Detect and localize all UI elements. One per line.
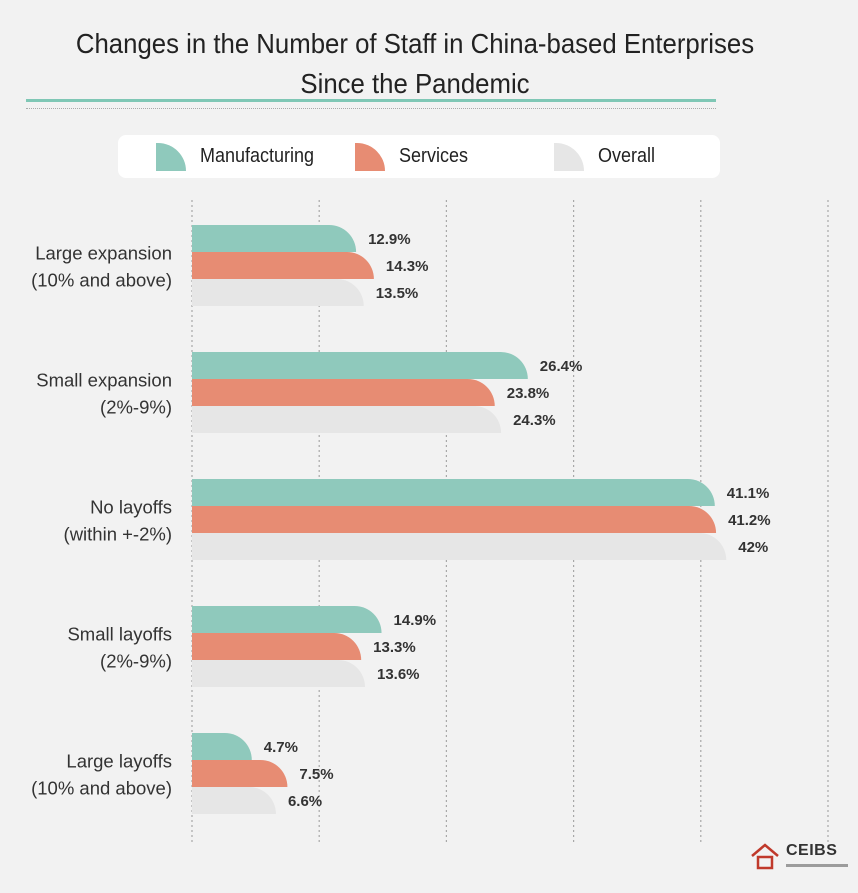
title-underline: [26, 99, 716, 102]
bar-manufacturing-0: [192, 225, 357, 252]
legend-item-overall: Overall: [554, 135, 661, 178]
value-label-manufacturing-0: 12.9%: [368, 231, 411, 248]
category-label-1-line-1: Small expansion: [36, 370, 172, 391]
chart-legend: Manufacturing Services Overall: [118, 135, 720, 178]
bar-overall-1: [192, 406, 502, 433]
value-label-overall-0: 13.5%: [376, 285, 419, 302]
bar-overall-2: [192, 533, 727, 560]
bar-services-2: [192, 506, 717, 533]
bar-overall-4: [192, 787, 276, 814]
value-label-overall-1: 24.3%: [513, 412, 556, 429]
bar-services-3: [192, 633, 362, 660]
ceibs-logo-mark-icon: [751, 843, 779, 870]
value-label-overall-3: 13.6%: [377, 666, 420, 683]
category-label-0-line-2: (10% and above): [31, 270, 172, 291]
value-label-services-0: 14.3%: [386, 258, 429, 275]
bar-manufacturing-4: [192, 733, 252, 760]
category-label-3-line-1: Small layoffs: [67, 624, 172, 645]
category-label-4-line-1: Large layoffs: [66, 751, 172, 772]
value-label-services-1: 23.8%: [507, 385, 550, 402]
bar-services-0: [192, 252, 374, 279]
ceibs-logo: CEIBS: [750, 840, 850, 874]
chart-title: Changes in the Number of Staff in China-…: [33, 24, 797, 104]
category-label-2-line-2: (within +-2%): [64, 524, 172, 545]
category-label-3-line-2: (2%-9%): [100, 651, 172, 672]
bar-services-4: [192, 760, 288, 787]
value-label-overall-4: 6.6%: [288, 793, 322, 810]
value-label-services-4: 7.5%: [299, 766, 333, 783]
value-label-services-2: 41.2%: [728, 512, 771, 529]
value-label-manufacturing-4: 4.7%: [264, 739, 298, 756]
legend-label-services: Services: [399, 145, 469, 167]
value-label-overall-2: 42%: [738, 539, 768, 556]
category-label-1-line-2: (2%-9%): [100, 397, 172, 418]
bar-overall-3: [192, 660, 365, 687]
bar-manufacturing-3: [192, 606, 382, 633]
legend-label-overall: Overall: [598, 145, 656, 167]
title-dotted-divider: [26, 108, 716, 109]
legend-label-manufacturing: Manufacturing: [200, 145, 315, 167]
category-label-0-line-1: Large expansion: [35, 243, 172, 264]
value-label-manufacturing-2: 41.1%: [727, 485, 770, 502]
legend-item-services: Services: [355, 135, 476, 178]
legend-item-manufacturing: Manufacturing: [156, 135, 327, 178]
value-label-manufacturing-3: 14.9%: [394, 612, 437, 629]
chart-title-line-1: Changes in the Number of Staff in China-…: [75, 28, 755, 59]
value-label-manufacturing-1: 26.4%: [540, 358, 583, 375]
bar-overall-0: [192, 279, 364, 306]
value-label-services-3: 13.3%: [373, 639, 416, 656]
ceibs-logo-chinese-wordmark: [786, 864, 848, 867]
category-label-2-line-1: No layoffs: [90, 497, 172, 518]
ceibs-logo-text: CEIBS: [786, 842, 838, 859]
bar-services-1: [192, 379, 495, 406]
category-label-4-line-2: (10% and above): [31, 778, 172, 799]
bar-manufacturing-1: [192, 352, 528, 379]
chart-title-line-2: Since the Pandemic: [300, 68, 530, 99]
bar-manufacturing-2: [192, 479, 715, 506]
